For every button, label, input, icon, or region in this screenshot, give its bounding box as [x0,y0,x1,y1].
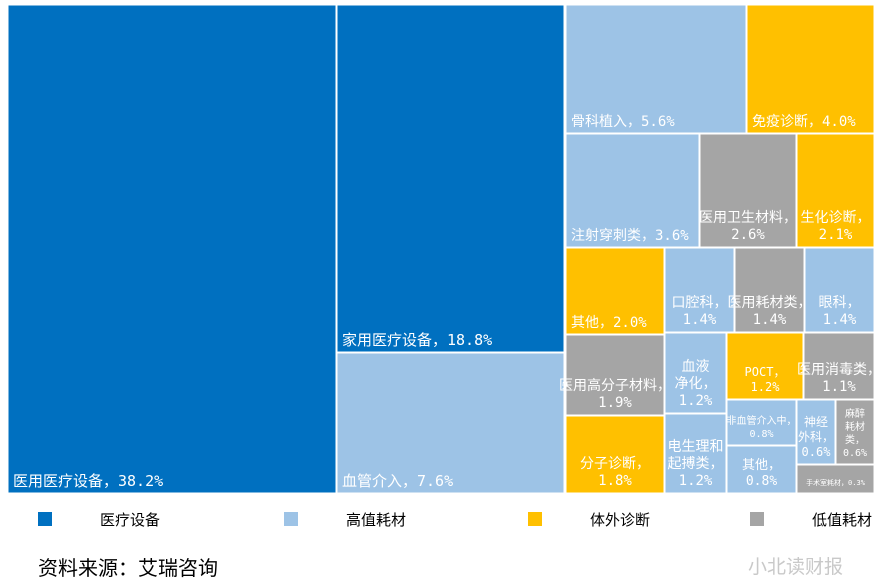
legend-label: 高值耗材 [346,511,406,529]
legend-item: 低值耗材 [750,511,872,529]
treemap-rect [664,247,735,333]
legend-swatch [750,512,764,526]
treemap-cell-label: 口腔科， 1.4% [672,295,728,328]
treemap-cell-label: 骨科植入，5.6% [571,114,675,130]
treemap-rect [796,133,875,248]
treemap-cell: 医用卫生材料， 2.6% [699,133,797,248]
treemap-cell: 医用高分子材料， 1.9% [559,334,671,416]
legend-label: 医疗设备 [100,511,160,529]
treemap-rect [726,445,797,494]
treemap-cell-label: 手术室耗材，0.3% [806,478,866,487]
treemap-cell: 手术室耗材，0.3% [796,464,875,494]
treemap-cell: 电生理和起搏类， 1.2% [664,413,727,494]
legend-item: 高值耗材 [284,511,406,529]
treemap-rect [664,332,727,414]
treemap-cell-label: 医用耗材类， 1.4% [728,295,812,328]
treemap-cell-label: 血液净化， 1.2% [675,359,717,409]
treemap-cell: 注射穿刺类，3.6% [565,133,700,248]
treemap-rect [565,133,700,248]
treemap-cell: 免疫诊断，4.0% [746,4,875,134]
treemap-cell-label: 血管介入，7.6% [342,472,453,490]
treemap-cell: 生化诊断， 2.1% [796,133,875,248]
treemap-cell: 血液净化， 1.2% [664,332,727,414]
treemap-cell-label: 电生理和起搏类， 1.2% [668,439,724,489]
treemap-cell: 其他， 0.8% [726,445,797,494]
treemap-rect [804,247,875,333]
treemap-cell-label: 分子诊断， 1.8% [580,456,650,489]
treemap-cell-label: 神经外科， 0.6% [798,415,834,459]
treemap-cell: 非血管介入中， 0.8% [726,399,797,446]
treemap-cell-label: 其他，2.0% [571,315,647,331]
treemap-rect [336,4,565,353]
legend: 医疗设备 高值耗材 体外诊断 低值耗材 [38,511,872,529]
treemap-cell: 神经外科， 0.6% [796,399,836,465]
treemap-rect [565,247,665,335]
treemap-cell: 其他，2.0% [565,247,665,335]
treemap-rect [796,464,875,494]
treemap-cell: 血管介入，7.6% [336,352,565,494]
treemap-rect [726,399,797,446]
legend-swatch [528,512,542,526]
treemap-cell-label: 医用消毒类， 1.1% [797,362,881,395]
treemap-cell-label: 生化诊断， 2.1% [801,210,871,243]
treemap-cells: 医用医疗设备，38.2% 家用医疗设备，18.8% 血管介入，7.6% 骨科植入，5.… [7,4,881,494]
legend-item: 医疗设备 [38,511,160,529]
treemap-rect [336,352,565,494]
treemap-cell: 眼科， 1.4% [804,247,875,333]
treemap-cell: 分子诊断， 1.8% [565,415,665,494]
treemap-rect [835,399,875,465]
treemap-rect [803,332,875,400]
treemap-cell: 骨科植入，5.6% [565,4,747,134]
legend-label: 体外诊断 [590,511,650,529]
treemap-cell: POCT， 1.2% [726,332,804,400]
treemap-rect [734,247,805,333]
treemap-cell: 家用医疗设备，18.8% [336,4,565,353]
treemap-rect [726,332,804,400]
watermark: 小北读财报 [748,556,844,578]
treemap-cell-label: 注射穿刺类，3.6% [571,228,689,244]
treemap-cell-label: 医用卫生材料， 2.6% [699,210,797,243]
treemap-rect [7,4,337,494]
treemap-cell-label: 家用医疗设备，18.8% [342,331,492,349]
treemap-cell-label: 其他， 0.8% [742,458,781,489]
treemap-cell: 医用消毒类， 1.1% [797,332,881,400]
treemap-cell: 医用医疗设备，38.2% [7,4,337,494]
treemap-rect [664,413,727,494]
treemap-cell-label: 医用医疗设备，38.2% [13,472,163,490]
source-note: 资料来源：艾瑞咨询 [38,556,218,580]
treemap-cell: 麻醉耗材类， 0.6% [835,399,875,465]
treemap-rect [565,334,665,416]
treemap-rect [746,4,875,134]
treemap-cell: 医用耗材类， 1.4% [728,247,812,333]
treemap-cell-label: 眼科， 1.4% [819,295,861,328]
treemap-cell-label: POCT， 1.2% [745,365,786,394]
treemap-rect [699,133,797,248]
treemap-cell: 口腔科， 1.4% [664,247,735,333]
treemap-cell-label: 非血管介入中， 0.8% [727,414,797,440]
treemap-cell-label: 麻醉耗材类， 0.6% [843,407,867,459]
legend-swatch [284,512,298,526]
legend-item: 体外诊断 [528,511,650,529]
treemap-rect [565,4,747,134]
legend-label: 低值耗材 [812,511,872,529]
treemap-cell-label: 医用高分子材料， 1.9% [559,377,671,411]
treemap-rect [796,399,836,465]
treemap-cell-label: 免疫诊断，4.0% [752,114,856,130]
treemap-rect [565,415,665,494]
legend-swatch [38,512,52,526]
